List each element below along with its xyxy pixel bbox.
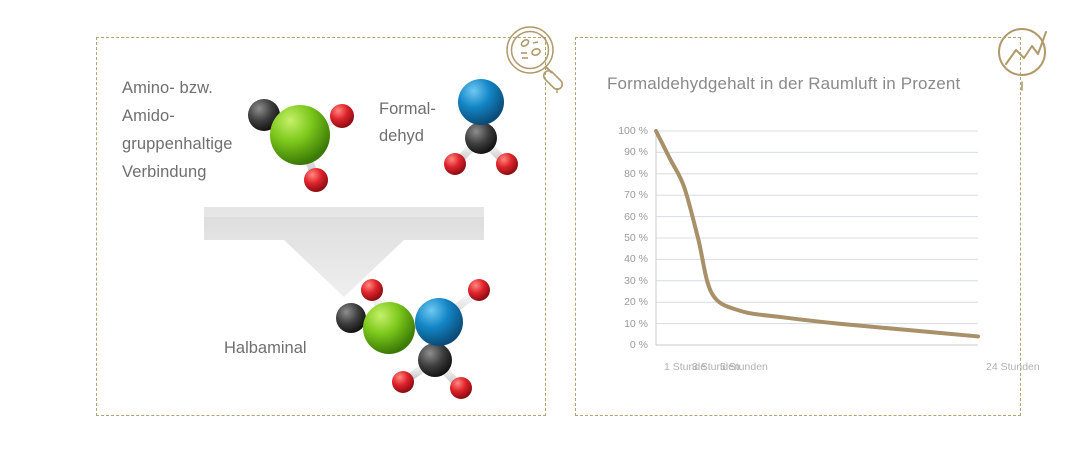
y-tick-label: 90 % <box>624 146 648 159</box>
chart-gridlines <box>656 130 978 346</box>
formaldehyde-molecule <box>437 76 523 186</box>
amino-compound-molecule <box>238 88 370 198</box>
reagent-line-4: Verbindung <box>122 163 207 181</box>
down-arrow-icon <box>194 207 494 300</box>
halbaminal-molecule <box>327 276 503 400</box>
reagent-line-3: gruppenhaltige <box>122 135 233 153</box>
x-tick-label: 3 Stunden <box>692 361 740 373</box>
reagent-line-1: Amino- bzw. <box>122 79 213 97</box>
y-tick-label: 0 % <box>629 339 648 351</box>
reagent-label: Amino- bzw. Amido- gruppenhaltige Verbin… <box>122 74 302 186</box>
data-series-line <box>654 129 980 339</box>
x-tick-label: 1 Stunde <box>664 361 707 373</box>
magnifier-molecules-icon <box>500 22 572 94</box>
left-panel <box>96 37 546 416</box>
x-tick-label: 24 Stunden <box>986 361 1040 373</box>
chart-title: Formaldehydgehalt in der Raumluft in Pro… <box>607 74 961 93</box>
formaldehyde-line-2: dehyd <box>379 127 424 145</box>
y-tick-label: 70 % <box>624 189 648 202</box>
formaldehyde-decay-chart: 100 % 90 % 80 % 70 % 60 % 50 % 40 % 30 % 20 % 10 … <box>600 118 1040 386</box>
right-panel <box>575 37 1021 416</box>
x-tick-label: 5 Stunden <box>720 361 768 373</box>
y-tick-label: 30 % <box>624 274 648 287</box>
halbaminal-label: Halbaminal <box>224 339 307 357</box>
y-tick-label: 10 % <box>624 317 648 330</box>
trend-line-circle-icon <box>988 22 1060 94</box>
y-tick-label: 60 % <box>624 210 648 223</box>
y-tick-label: 20 % <box>624 296 648 309</box>
chart-plot <box>654 129 980 346</box>
y-tick-label: 50 % <box>624 232 648 244</box>
y-tick-label: 80 % <box>624 167 648 180</box>
y-tick-label: 100 % <box>618 125 648 137</box>
formaldehyde-label: Formal- dehyd <box>379 96 469 150</box>
reagent-line-2: Amido- <box>122 107 175 125</box>
y-tick-label: 40 % <box>624 253 648 266</box>
formaldehyde-line-1: Formal- <box>379 100 436 118</box>
